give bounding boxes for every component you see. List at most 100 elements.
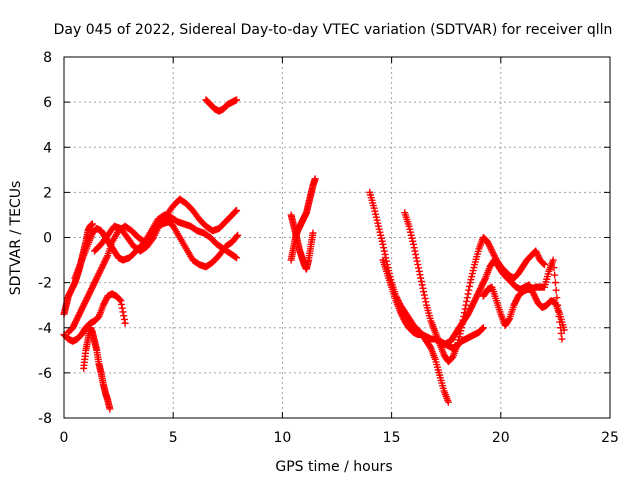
data-point: [464, 290, 472, 298]
data-point: [116, 296, 124, 304]
data-point: [121, 319, 129, 327]
data-point: [421, 294, 429, 302]
data-point: [422, 298, 430, 306]
x-tick-label: 25: [601, 430, 619, 446]
series-arc-5: [80, 324, 114, 413]
data-point: [556, 324, 564, 332]
x-tick-label: 5: [169, 430, 178, 446]
data-point: [465, 282, 473, 290]
data-point: [233, 254, 241, 262]
data-point: [118, 300, 126, 308]
data-point: [418, 281, 426, 289]
data-point: [415, 267, 423, 275]
y-tick-label: -8: [38, 411, 52, 427]
data-point: [232, 207, 240, 215]
x-tick-label: 0: [60, 430, 69, 446]
axis-ticks: [63, 56, 611, 419]
data-point: [106, 405, 114, 413]
y-tick-label: 6: [43, 95, 52, 111]
data-point: [539, 259, 547, 267]
x-axis-label: GPS time / hours: [275, 459, 392, 475]
series-arc-6: [91, 195, 241, 255]
series-arc-14: [479, 256, 566, 343]
data-point: [465, 286, 473, 294]
data-point: [551, 271, 559, 279]
chart-title: Day 045 of 2022, Sidereal Day-to-day VTE…: [54, 22, 613, 38]
data-point: [233, 96, 241, 104]
data-point: [417, 274, 425, 282]
data-point: [233, 232, 241, 240]
data-point: [463, 294, 471, 302]
data-point: [481, 276, 489, 284]
data-point: [380, 247, 388, 255]
data-point: [148, 235, 156, 243]
series-arc-7: [202, 96, 241, 115]
data-point: [380, 244, 388, 252]
data-point: [505, 316, 513, 324]
data-point: [309, 229, 317, 237]
x-tick-label: 10: [273, 430, 291, 446]
y-axis-label: SDTVAR / TECUs: [8, 181, 24, 296]
data-point: [554, 301, 562, 309]
data-point: [556, 318, 564, 326]
data-point: [479, 324, 487, 332]
data-point: [409, 240, 417, 248]
data-point: [231, 253, 239, 261]
data-point: [554, 307, 562, 315]
data-point: [88, 220, 96, 228]
data-point: [444, 398, 452, 406]
data-point: [461, 305, 469, 313]
data-point: [558, 335, 566, 343]
data-point: [120, 315, 128, 323]
data-point: [540, 261, 548, 269]
y-tick-label: -6: [38, 366, 52, 382]
x-tick-label: 20: [492, 430, 510, 446]
data-point: [553, 294, 561, 302]
data-point: [413, 257, 421, 265]
y-tick-label: 2: [43, 185, 52, 201]
y-tick-label: 8: [43, 50, 52, 66]
data-point: [234, 231, 242, 239]
series-arc-4: [60, 290, 129, 345]
data-point: [412, 250, 420, 258]
data-point: [117, 297, 125, 305]
data-point: [311, 175, 319, 183]
data-point: [118, 304, 126, 312]
data-point: [379, 240, 387, 248]
data-point: [412, 254, 420, 262]
y-tick-label: 4: [43, 140, 52, 156]
data-point: [115, 295, 123, 303]
data-point: [103, 253, 111, 261]
data-point: [420, 291, 428, 299]
data-point: [419, 284, 427, 292]
data-point: [540, 260, 548, 268]
data-point: [550, 264, 558, 272]
x-tick-label: 15: [383, 430, 401, 446]
data-point: [420, 288, 428, 296]
data-point: [557, 329, 565, 337]
data-point: [233, 206, 241, 214]
data-point: [416, 271, 424, 279]
data-point: [549, 256, 557, 264]
y-tick-label: -2: [38, 276, 52, 292]
data-point: [414, 261, 422, 269]
y-tick-label: 0: [43, 231, 52, 247]
data-point: [381, 250, 389, 258]
y-tick-label: -4: [38, 321, 52, 337]
data-marks: [60, 96, 568, 413]
data-point: [462, 301, 470, 309]
data-point: [552, 286, 560, 294]
data-point: [479, 325, 487, 333]
data-point: [555, 312, 563, 320]
tick-labels: 0 5 10 15 20 25 -8 -6 -4 -2 0 2 4 6 8: [38, 50, 619, 446]
series-arc-9: [287, 211, 317, 273]
data-point: [119, 308, 127, 316]
data-point: [410, 244, 418, 252]
data-point: [463, 297, 471, 305]
data-point: [551, 279, 559, 287]
data-point: [231, 208, 239, 216]
data-point: [120, 312, 128, 320]
data-point: [478, 325, 486, 333]
